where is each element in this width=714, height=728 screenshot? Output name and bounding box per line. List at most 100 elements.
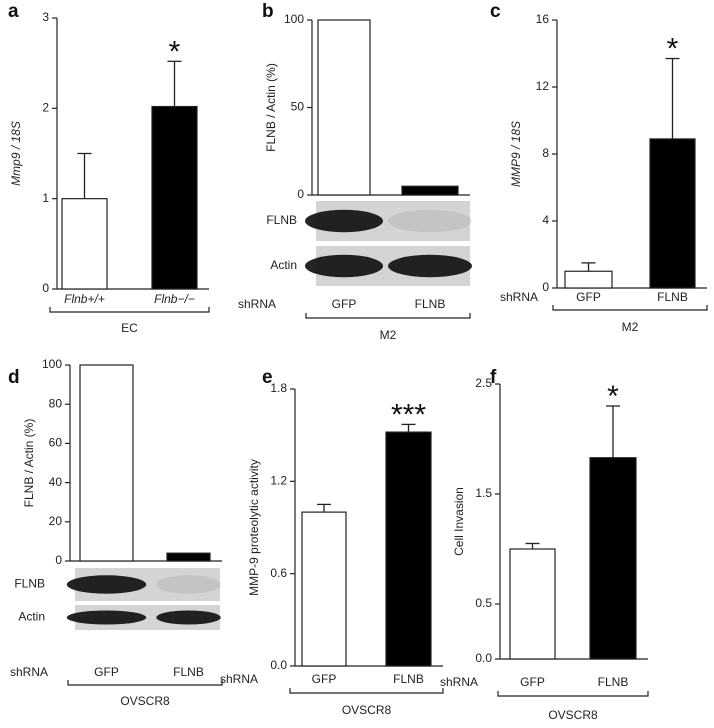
bar bbox=[589, 457, 637, 660]
y-axis-label: FLNB / Actin (%) bbox=[264, 63, 278, 152]
group-label: OVSCR8 bbox=[342, 703, 392, 717]
y-tick-label: 1.5 bbox=[475, 486, 492, 500]
significance-mark: * bbox=[667, 32, 679, 65]
blot-band bbox=[66, 575, 147, 594]
blot-label: FLNB bbox=[266, 213, 297, 227]
group-bracket bbox=[289, 688, 444, 694]
category-label: FLNB bbox=[393, 672, 424, 686]
category-label: GFP bbox=[520, 675, 545, 689]
y-tick-label: 50 bbox=[291, 100, 305, 114]
y-tick-label: 0.0 bbox=[270, 658, 287, 672]
y-tick-label: 2.5 bbox=[475, 376, 492, 390]
bar bbox=[301, 511, 347, 667]
blot-label: Actin bbox=[18, 610, 45, 624]
panel: e 0.0 0.6 1.2 1.8 MMP-9 proteolytic activity G… bbox=[220, 367, 444, 717]
panel: a 0 1 2 3 Mmp9 / 18S Flnb+/+ Flnb−/− * EC bbox=[8, 1, 210, 335]
bar bbox=[317, 19, 371, 196]
group-label: OVSCR8 bbox=[548, 708, 598, 722]
bar bbox=[79, 364, 134, 562]
category-label: FLNB bbox=[657, 290, 688, 304]
blot-band bbox=[66, 610, 147, 625]
category-label: FLNB bbox=[415, 297, 446, 311]
y-tick-label: 100 bbox=[284, 12, 304, 26]
significance-mark: * bbox=[169, 35, 181, 68]
bar bbox=[61, 198, 108, 290]
y-axis-label: FLNB / Actin (%) bbox=[22, 419, 36, 508]
bar bbox=[385, 431, 432, 667]
y-tick-label: 0 bbox=[55, 553, 62, 567]
blot-label: Actin bbox=[270, 258, 297, 272]
y-tick-label: 60 bbox=[49, 436, 63, 450]
panel-letter: f bbox=[490, 367, 497, 388]
panel-letter: e bbox=[262, 367, 273, 388]
y-tick-label: 8 bbox=[542, 146, 549, 160]
y-tick-label: 3 bbox=[42, 10, 49, 24]
y-axis-label: Cell Invasion bbox=[452, 487, 466, 556]
blot-band bbox=[305, 209, 383, 233]
category-label: GFP bbox=[312, 672, 337, 686]
y-axis-label: MMP-9 proteolytic activity bbox=[247, 459, 261, 596]
y-tick-label: 1.2 bbox=[270, 474, 287, 488]
y-tick-label: 0.5 bbox=[475, 596, 492, 610]
group-bracket bbox=[67, 680, 223, 686]
category-label: Flnb+/+ bbox=[64, 292, 105, 306]
panel-letter: c bbox=[490, 1, 501, 22]
panel-letter: a bbox=[8, 1, 19, 22]
y-tick-label: 40 bbox=[49, 475, 63, 489]
y-tick-label: 0 bbox=[297, 187, 304, 201]
bar bbox=[564, 270, 613, 289]
y-tick-label: 0.0 bbox=[475, 651, 492, 665]
blot-band bbox=[388, 209, 472, 233]
y-tick-label: 4 bbox=[542, 213, 549, 227]
blot-band bbox=[156, 575, 221, 594]
y-axis-label: MMP9 / 18S bbox=[509, 121, 523, 187]
category-label: FLNB bbox=[173, 665, 204, 679]
y-tick-label: 0 bbox=[542, 280, 549, 294]
y-tick-label: 100 bbox=[42, 357, 62, 371]
group-label: M2 bbox=[380, 328, 397, 342]
bar bbox=[401, 185, 459, 196]
panel-letter: b bbox=[262, 1, 274, 22]
y-tick-label: 12 bbox=[536, 79, 550, 93]
blot-label: FLNB bbox=[14, 577, 45, 591]
y-axis-label: Mmp9 / 18S bbox=[9, 121, 23, 186]
group-bracket bbox=[552, 305, 708, 311]
bar bbox=[166, 552, 211, 562]
panel: f 0.0 0.5 1.5 2.5 Cell Invasion GFP FLNB * shRNA O… bbox=[440, 367, 649, 722]
y-tick-label: 1 bbox=[42, 191, 49, 205]
group-bracket bbox=[49, 307, 210, 313]
y-tick-label: 80 bbox=[49, 396, 63, 410]
row-label: shRNA bbox=[500, 290, 538, 304]
group-label: M2 bbox=[622, 320, 639, 334]
bar bbox=[151, 105, 198, 290]
y-tick-label: 20 bbox=[49, 514, 63, 528]
bar bbox=[649, 138, 696, 289]
category-label: Flnb−/− bbox=[154, 292, 195, 306]
panel-letter: d bbox=[8, 367, 20, 388]
row-label: shRNA bbox=[220, 672, 258, 686]
row-label: shRNA bbox=[238, 297, 276, 311]
group-label: EC bbox=[121, 321, 138, 335]
y-tick-label: 16 bbox=[536, 12, 550, 26]
blot-band bbox=[305, 254, 383, 278]
y-tick-label: 1.8 bbox=[270, 381, 287, 395]
y-tick-label: 2 bbox=[42, 101, 49, 115]
group-bracket bbox=[497, 691, 649, 697]
panel: c 0 4 8 12 16 MMP9 / 18S GFP FLNB * shRNA M2 bbox=[490, 1, 708, 334]
row-label: shRNA bbox=[10, 665, 48, 679]
blot-band bbox=[388, 254, 472, 278]
bar bbox=[509, 548, 556, 660]
category-label: FLNB bbox=[598, 675, 629, 689]
category-label: GFP bbox=[94, 665, 119, 679]
blot-band bbox=[156, 610, 221, 625]
group-label: OVSCR8 bbox=[120, 694, 170, 708]
significance-mark: * bbox=[607, 380, 619, 413]
y-tick-label: 0.6 bbox=[270, 566, 287, 580]
row-label: shRNA bbox=[440, 675, 478, 689]
category-label: GFP bbox=[332, 297, 357, 311]
panel: d 0 20 40 60 80 100 FLNB / Actin (%) GFP FLNB FLNB… bbox=[8, 357, 223, 708]
y-tick-label: 0 bbox=[42, 281, 49, 295]
group-bracket bbox=[305, 313, 471, 319]
category-label: GFP bbox=[576, 290, 601, 304]
